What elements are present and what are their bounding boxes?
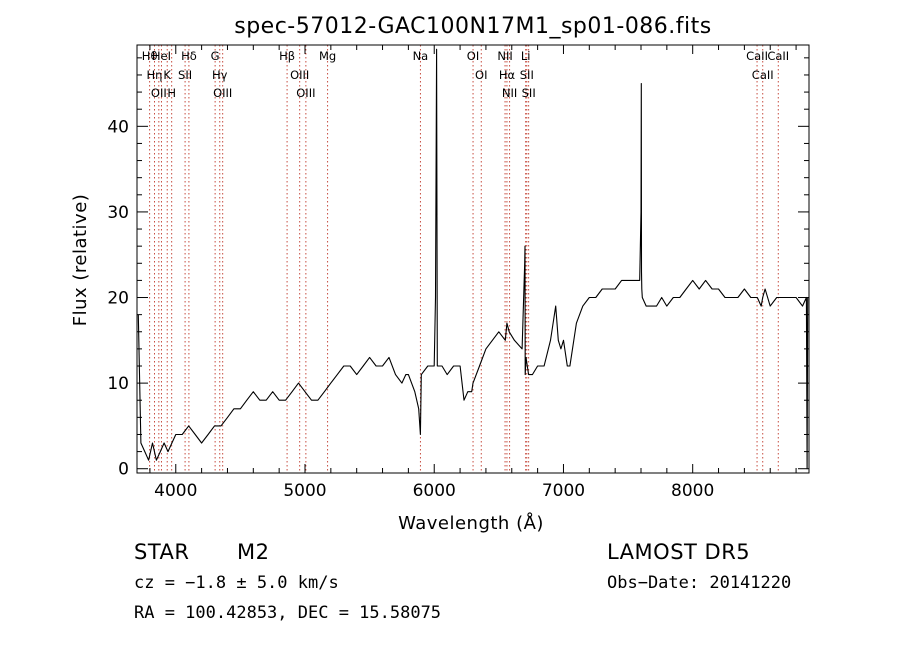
spectral-line-label: OIII: [296, 86, 315, 100]
plot-frame: [136, 44, 810, 474]
spectral-line-label: Hβ: [279, 49, 295, 63]
coordinates-text: RA = 100.42853, DEC = 15.58075: [134, 603, 442, 623]
spectral-line-label: NII: [497, 49, 512, 63]
spectral-line-label: HeI: [152, 49, 171, 63]
spectral-line-markers: [149, 45, 779, 473]
spectral-line-label: SII: [178, 68, 192, 82]
spectral-line-label: H: [167, 86, 176, 100]
survey-name: LAMOST DR5: [607, 540, 751, 564]
spectral-line-label: OII: [151, 86, 167, 100]
x-axis-label: Wavelength (Å): [398, 512, 544, 534]
spectral-line-label: G: [211, 49, 220, 63]
spectral-line-label: Hθ: [142, 49, 158, 63]
y-tick-label: 40: [107, 117, 129, 137]
spectral-line-label: Hα: [499, 68, 516, 82]
chart-title: spec-57012-GAC100N17M1_sp01-086.fits: [234, 14, 712, 39]
spectral-line-label: SII: [522, 86, 536, 100]
spectral-line-label: NII: [502, 86, 517, 100]
y-axis-label: Flux (relative): [70, 194, 91, 327]
spectral-line-label: Hδ: [181, 49, 197, 63]
object-subclass: M2: [237, 540, 270, 564]
spectral-line-label: CaII: [752, 68, 774, 82]
spectral-line-label: CaII: [767, 49, 789, 63]
object-class: STAR: [134, 540, 190, 564]
spectral-line-label: Hη: [147, 68, 163, 82]
spectral-line-label: OI: [475, 68, 487, 82]
x-tick-label: 6000: [413, 481, 456, 501]
axes: 4000 5000 6000 7000 8000 0 10 20 30 40: [107, 45, 809, 501]
spectral-line-label: SII: [520, 68, 534, 82]
spectral-line-label: Na: [413, 49, 429, 63]
spectral-line-label: OIII: [290, 68, 309, 82]
spectral-line-label: CaII: [746, 49, 768, 63]
x-tick-label: 8000: [671, 481, 714, 501]
spectral-line-labels: Hθ Hη OII HeI KH Hδ SII G Hγ OIII Hβ OIII OIII Mg Na OI…: [142, 49, 789, 100]
y-tick-label: 20: [107, 289, 129, 309]
spectrum-series: [137, 48, 809, 470]
velocity-text: cz = −1.8 ± 5.0 km/s: [134, 573, 339, 593]
spectral-line-label: Hγ: [212, 68, 228, 82]
y-tick-label: 30: [107, 203, 129, 223]
x-tick-label: 4000: [154, 481, 197, 501]
spectral-line-label: OIII: [213, 86, 232, 100]
y-tick-label: 10: [107, 374, 129, 394]
x-tick-label: 5000: [283, 481, 326, 501]
x-tick-label: 7000: [542, 481, 585, 501]
spectral-line-label: Mg: [319, 49, 336, 63]
spectral-line-label: Li: [521, 49, 531, 63]
spectral-line-label: K: [163, 68, 171, 82]
y-tick-label: 0: [118, 460, 129, 480]
spectral-line-label: OI: [467, 49, 479, 63]
obs-date-text: Obs−Date: 20141220: [607, 573, 792, 593]
